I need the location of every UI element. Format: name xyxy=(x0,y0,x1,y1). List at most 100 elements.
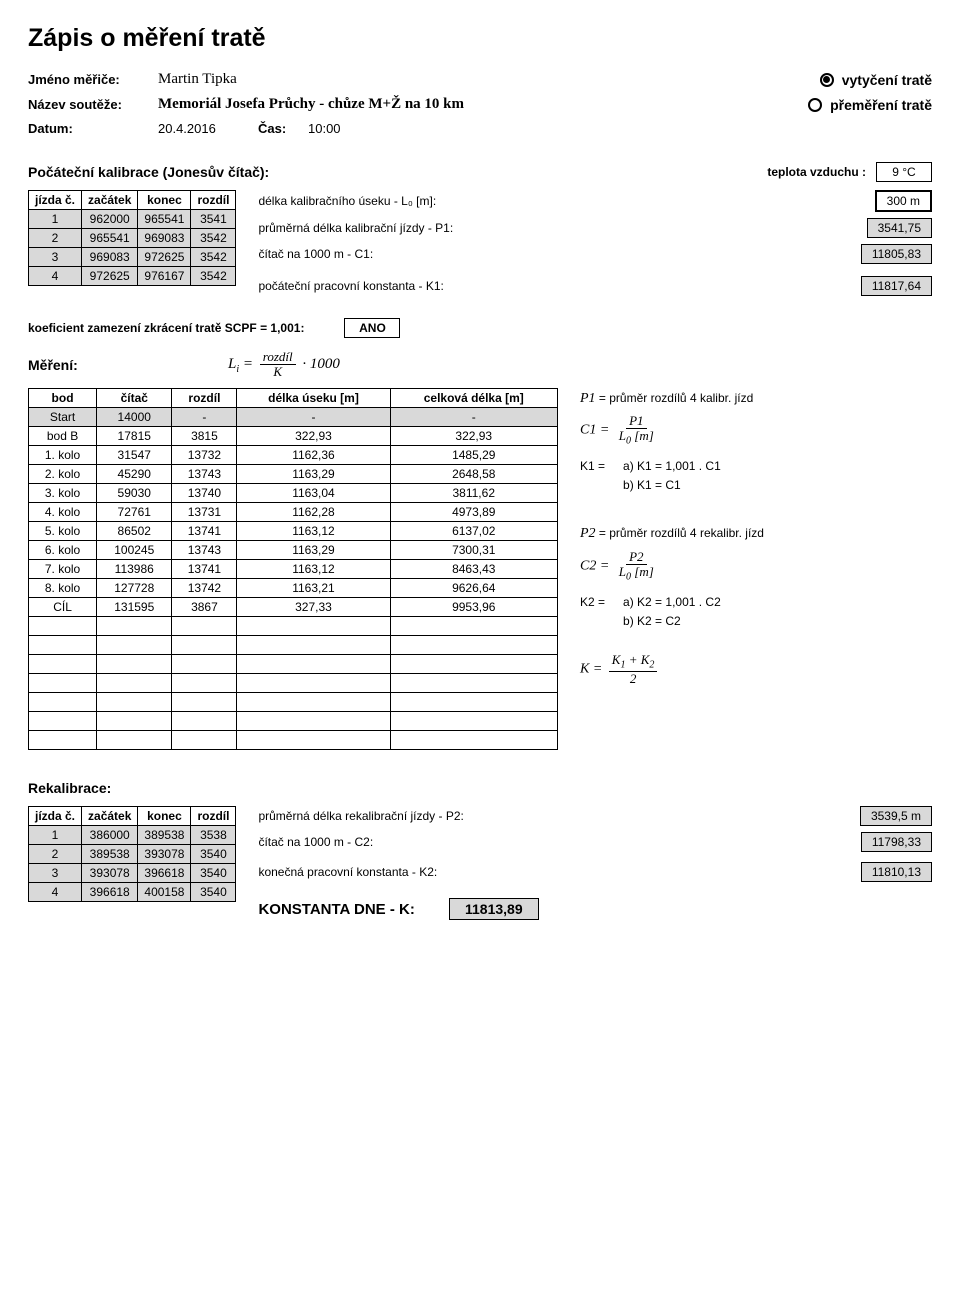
cell: 393078 xyxy=(138,844,191,863)
table-cell: 8463,43 xyxy=(390,559,557,578)
cell: 4 xyxy=(29,267,82,286)
c2-value: 11798,33 xyxy=(861,832,932,852)
cell: 965541 xyxy=(138,210,191,229)
p2-label: průměrná délka rekalibrační jízdy - P2: xyxy=(258,809,860,823)
table-cell xyxy=(172,673,237,692)
cell: 3542 xyxy=(191,248,236,267)
rcol: rozdíl xyxy=(191,806,236,825)
mcol: rozdíl xyxy=(172,388,237,407)
table-cell: 3815 xyxy=(172,426,237,445)
table-cell xyxy=(97,711,172,730)
cell: 3538 xyxy=(191,825,236,844)
measurement-heading: Měření: xyxy=(28,357,228,373)
cell: 389538 xyxy=(138,825,191,844)
table-cell: 13741 xyxy=(172,521,237,540)
table-cell xyxy=(390,654,557,673)
k2-a: a) K2 = 1,001 . C2 xyxy=(623,593,721,612)
table-cell xyxy=(29,654,97,673)
k2-eq-label: K2 = xyxy=(580,593,605,631)
k2-b: b) K2 = C2 xyxy=(623,612,721,631)
table-cell: 31547 xyxy=(97,445,172,464)
table-cell xyxy=(237,616,390,635)
table-cell: 6. kolo xyxy=(29,540,97,559)
scpf-label: koeficient zamezení zkrácení tratě SCPF … xyxy=(28,321,304,335)
k1-eq-label: K1 = xyxy=(580,457,605,495)
table-cell xyxy=(97,616,172,635)
table-cell: 7. kolo xyxy=(29,559,97,578)
table-cell xyxy=(390,711,557,730)
table-cell: 72761 xyxy=(97,502,172,521)
table-cell: 1163,29 xyxy=(237,540,390,559)
table-cell: 13732 xyxy=(172,445,237,464)
table-cell: 1163,12 xyxy=(237,559,390,578)
table-cell: 3. kolo xyxy=(29,483,97,502)
table-cell xyxy=(237,730,390,749)
recalibration-heading: Rekalibrace: xyxy=(28,780,932,796)
table-cell: 8. kolo xyxy=(29,578,97,597)
table-cell: 14000 xyxy=(97,407,172,426)
table-cell xyxy=(97,730,172,749)
table-cell: 9626,64 xyxy=(390,578,557,597)
table-cell: 113986 xyxy=(97,559,172,578)
table-cell: 13741 xyxy=(172,559,237,578)
c1-label: čítač na 1000 m - C1: xyxy=(258,247,860,261)
table-cell: 3867 xyxy=(172,597,237,616)
k1-a: a) K1 = 1,001 . C1 xyxy=(623,457,721,476)
measurer-label: Jméno měřiče: xyxy=(28,72,158,87)
p2-value: 3539,5 m xyxy=(860,806,932,826)
cell: 3540 xyxy=(191,882,236,901)
table-cell: 1163,29 xyxy=(237,464,390,483)
k1-value: 11817,64 xyxy=(861,276,932,296)
table-cell: 13743 xyxy=(172,464,237,483)
rcol: konec xyxy=(138,806,191,825)
table-cell xyxy=(172,711,237,730)
table-cell xyxy=(29,616,97,635)
cal-col-0: jízda č. xyxy=(29,191,82,210)
table-cell: 5. kolo xyxy=(29,521,97,540)
table-cell xyxy=(29,635,97,654)
table-cell xyxy=(172,635,237,654)
table-cell xyxy=(97,692,172,711)
recalibration-table: jízda č. začátek konec rozdíl 1386000389… xyxy=(28,806,236,902)
table-cell: Start xyxy=(29,407,97,426)
table-cell: 100245 xyxy=(97,540,172,559)
mcol: délka úseku [m] xyxy=(237,388,390,407)
mcol: čítač xyxy=(97,388,172,407)
table-cell: 2. kolo xyxy=(29,464,97,483)
page-title: Zápis o měření tratě xyxy=(28,24,932,53)
table-cell xyxy=(29,673,97,692)
cell: 4 xyxy=(29,882,82,901)
p1-value: 3541,75 xyxy=(867,218,932,238)
table-cell xyxy=(29,730,97,749)
table-cell: - xyxy=(172,407,237,426)
calibration-heading: Počáteční kalibrace (Jonesův čítač): xyxy=(28,164,269,180)
cell: 969083 xyxy=(82,248,138,267)
date-label: Datum: xyxy=(28,121,158,136)
temp-value: 9 °C xyxy=(876,162,932,182)
time-value: 10:00 xyxy=(308,121,341,136)
cell: 393078 xyxy=(82,863,138,882)
table-cell xyxy=(97,635,172,654)
table-cell: 9953,96 xyxy=(390,597,557,616)
const-label: KONSTANTA DNE - K: xyxy=(258,901,414,918)
table-cell: 6137,02 xyxy=(390,521,557,540)
table-cell xyxy=(237,692,390,711)
mcol: celková délka [m] xyxy=(390,388,557,407)
table-cell: 1162,28 xyxy=(237,502,390,521)
table-cell: 322,93 xyxy=(390,426,557,445)
table-cell: bod B xyxy=(29,426,97,445)
table-cell xyxy=(390,616,557,635)
cell: 965541 xyxy=(82,229,138,248)
table-cell xyxy=(29,692,97,711)
table-cell xyxy=(390,635,557,654)
radio-remeasure[interactable] xyxy=(808,98,822,112)
table-cell: 13731 xyxy=(172,502,237,521)
cell: 3542 xyxy=(191,229,236,248)
radio-track-marking[interactable] xyxy=(820,73,834,87)
table-cell: 45290 xyxy=(97,464,172,483)
table-cell: - xyxy=(390,407,557,426)
measurement-table: bod čítač rozdíl délka úseku [m] celková… xyxy=(28,388,558,750)
side-formulas: P1 = průměr rozdílů 4 kalibr. jízd C1 = … xyxy=(580,388,764,686)
table-cell: 127728 xyxy=(97,578,172,597)
cell: 3542 xyxy=(191,267,236,286)
